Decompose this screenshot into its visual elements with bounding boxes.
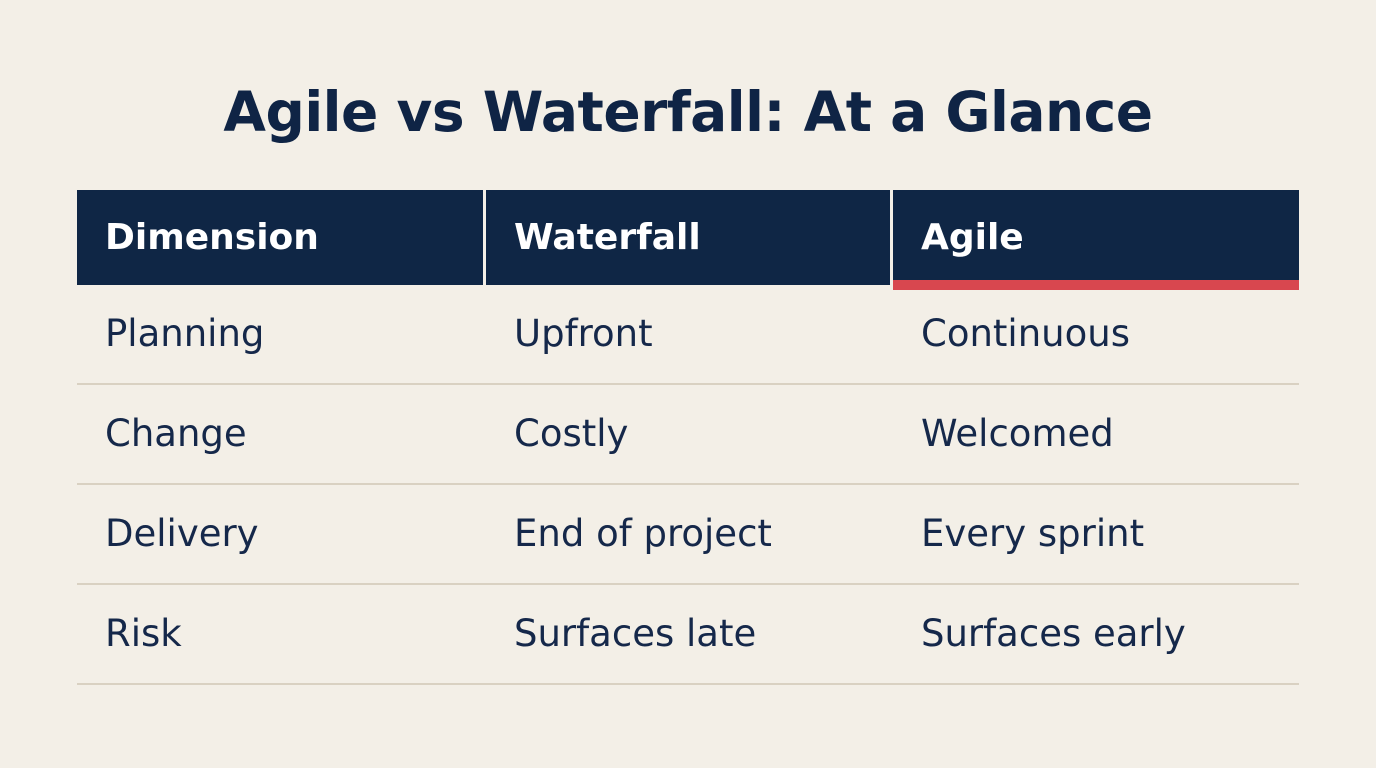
table-cell-agile: Surfaces early	[921, 612, 1186, 655]
table-header-row: Dimension Waterfall Agile	[77, 190, 1299, 290]
table-cell-dimension: Planning	[105, 312, 265, 355]
table-cell-waterfall: Surfaces late	[514, 612, 757, 655]
table-cell-agile: Continuous	[921, 312, 1130, 355]
table-cell-waterfall: Upfront	[514, 312, 653, 355]
table-row: Risk Surfaces late Surfaces early	[77, 585, 1299, 685]
table-cell-dimension: Delivery	[105, 512, 259, 555]
page-title: Agile vs Waterfall: At a Glance	[223, 80, 1153, 144]
table-cell-waterfall: End of project	[514, 512, 772, 555]
table-cell-dimension: Change	[105, 412, 247, 455]
comparison-table: Dimension Waterfall Agile Planning Upfro…	[77, 190, 1299, 685]
table-cell-waterfall: Costly	[514, 412, 629, 455]
column-header-agile: Agile	[893, 190, 1299, 290]
table-cell-dimension: Risk	[105, 612, 182, 655]
table-cell-agile: Welcomed	[921, 412, 1114, 455]
column-header-agile-label: Agile	[921, 217, 1024, 258]
table-cell-agile: Every sprint	[921, 512, 1145, 555]
column-header-dimension: Dimension	[77, 190, 483, 285]
agile-accent-bar	[893, 280, 1299, 290]
column-header-waterfall: Waterfall	[486, 190, 890, 285]
table-row: Delivery End of project Every sprint	[77, 485, 1299, 585]
table-row: Change Costly Welcomed	[77, 385, 1299, 485]
table-row: Planning Upfront Continuous	[77, 285, 1299, 385]
